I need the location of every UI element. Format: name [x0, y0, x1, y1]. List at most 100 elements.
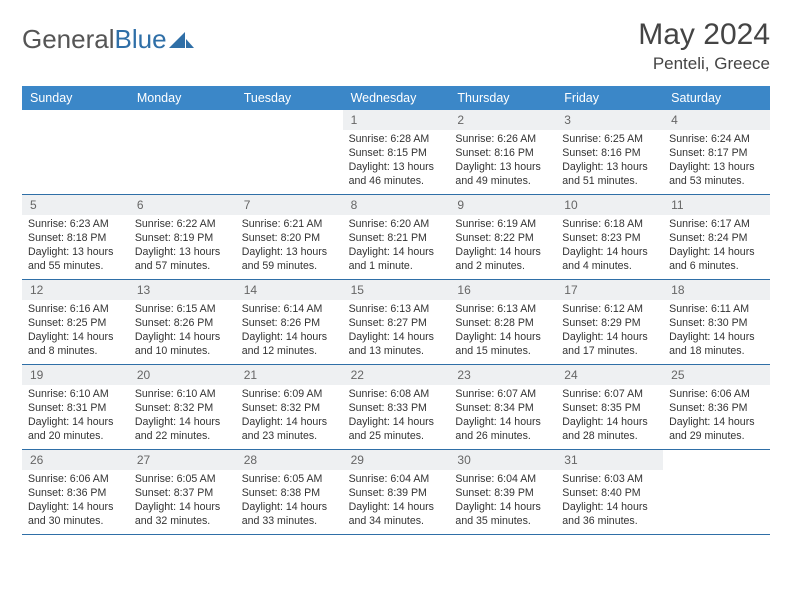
day-number: 12 — [22, 280, 129, 300]
daylight-text: Daylight: 14 hours and 34 minutes. — [349, 501, 444, 529]
sunrise-text: Sunrise: 6:26 AM — [455, 133, 550, 147]
day-info: Sunrise: 6:07 AMSunset: 8:35 PMDaylight:… — [556, 385, 663, 449]
daylight-text: Daylight: 14 hours and 35 minutes. — [455, 501, 550, 529]
day-cell: 21Sunrise: 6:09 AMSunset: 8:32 PMDayligh… — [236, 365, 343, 449]
sunrise-text: Sunrise: 6:13 AM — [455, 303, 550, 317]
sunrise-text: Sunrise: 6:07 AM — [455, 388, 550, 402]
daylight-text: Daylight: 14 hours and 29 minutes. — [669, 416, 764, 444]
day-number: 25 — [663, 365, 770, 385]
day-info: Sunrise: 6:25 AMSunset: 8:16 PMDaylight:… — [556, 130, 663, 194]
day-cell: 17Sunrise: 6:12 AMSunset: 8:29 PMDayligh… — [556, 280, 663, 364]
daylight-text: Daylight: 14 hours and 17 minutes. — [562, 331, 657, 359]
daylight-text: Daylight: 14 hours and 33 minutes. — [242, 501, 337, 529]
day-cell — [22, 110, 129, 194]
daylight-text: Daylight: 14 hours and 4 minutes. — [562, 246, 657, 274]
location-label: Penteli, Greece — [638, 54, 770, 74]
day-number: 22 — [343, 365, 450, 385]
day-number: 8 — [343, 195, 450, 215]
week-row: 26Sunrise: 6:06 AMSunset: 8:36 PMDayligh… — [22, 450, 770, 535]
day-number: 1 — [343, 110, 450, 130]
sunrise-text: Sunrise: 6:03 AM — [562, 473, 657, 487]
daylight-text: Daylight: 14 hours and 22 minutes. — [135, 416, 230, 444]
day-info: Sunrise: 6:14 AMSunset: 8:26 PMDaylight:… — [236, 300, 343, 364]
day-cell: 15Sunrise: 6:13 AMSunset: 8:27 PMDayligh… — [343, 280, 450, 364]
daylight-text: Daylight: 13 hours and 49 minutes. — [455, 161, 550, 189]
week-row: 12Sunrise: 6:16 AMSunset: 8:25 PMDayligh… — [22, 280, 770, 365]
day-number: 18 — [663, 280, 770, 300]
sunrise-text: Sunrise: 6:24 AM — [669, 133, 764, 147]
sunrise-text: Sunrise: 6:17 AM — [669, 218, 764, 232]
sunrise-text: Sunrise: 6:06 AM — [28, 473, 123, 487]
day-cell: 4Sunrise: 6:24 AMSunset: 8:17 PMDaylight… — [663, 110, 770, 194]
sunrise-text: Sunrise: 6:10 AM — [135, 388, 230, 402]
day-info: Sunrise: 6:05 AMSunset: 8:38 PMDaylight:… — [236, 470, 343, 534]
sunrise-text: Sunrise: 6:20 AM — [349, 218, 444, 232]
daylight-text: Daylight: 13 hours and 59 minutes. — [242, 246, 337, 274]
day-cell: 14Sunrise: 6:14 AMSunset: 8:26 PMDayligh… — [236, 280, 343, 364]
day-number: 17 — [556, 280, 663, 300]
daylight-text: Daylight: 14 hours and 25 minutes. — [349, 416, 444, 444]
sunrise-text: Sunrise: 6:10 AM — [28, 388, 123, 402]
day-cell: 11Sunrise: 6:17 AMSunset: 8:24 PMDayligh… — [663, 195, 770, 279]
day-number: 16 — [449, 280, 556, 300]
day-info: Sunrise: 6:18 AMSunset: 8:23 PMDaylight:… — [556, 215, 663, 279]
day-cell: 1Sunrise: 6:28 AMSunset: 8:15 PMDaylight… — [343, 110, 450, 194]
daylight-text: Daylight: 13 hours and 57 minutes. — [135, 246, 230, 274]
day-number: 30 — [449, 450, 556, 470]
weekday-thu: Thursday — [449, 86, 556, 110]
daylight-text: Daylight: 14 hours and 12 minutes. — [242, 331, 337, 359]
day-info: Sunrise: 6:08 AMSunset: 8:33 PMDaylight:… — [343, 385, 450, 449]
day-cell: 8Sunrise: 6:20 AMSunset: 8:21 PMDaylight… — [343, 195, 450, 279]
day-info: Sunrise: 6:15 AMSunset: 8:26 PMDaylight:… — [129, 300, 236, 364]
day-cell: 23Sunrise: 6:07 AMSunset: 8:34 PMDayligh… — [449, 365, 556, 449]
day-info: Sunrise: 6:28 AMSunset: 8:15 PMDaylight:… — [343, 130, 450, 194]
day-cell: 12Sunrise: 6:16 AMSunset: 8:25 PMDayligh… — [22, 280, 129, 364]
daylight-text: Daylight: 14 hours and 6 minutes. — [669, 246, 764, 274]
daylight-text: Daylight: 14 hours and 10 minutes. — [135, 331, 230, 359]
sunrise-text: Sunrise: 6:15 AM — [135, 303, 230, 317]
day-cell: 18Sunrise: 6:11 AMSunset: 8:30 PMDayligh… — [663, 280, 770, 364]
day-info: Sunrise: 6:10 AMSunset: 8:32 PMDaylight:… — [129, 385, 236, 449]
sunset-text: Sunset: 8:26 PM — [242, 317, 337, 331]
sunrise-text: Sunrise: 6:22 AM — [135, 218, 230, 232]
sunrise-text: Sunrise: 6:28 AM — [349, 133, 444, 147]
sunset-text: Sunset: 8:17 PM — [669, 147, 764, 161]
sunset-text: Sunset: 8:23 PM — [562, 232, 657, 246]
sunrise-text: Sunrise: 6:04 AM — [455, 473, 550, 487]
day-number: 15 — [343, 280, 450, 300]
weekday-sun: Sunday — [22, 86, 129, 110]
day-cell: 7Sunrise: 6:21 AMSunset: 8:20 PMDaylight… — [236, 195, 343, 279]
week-row: 1Sunrise: 6:28 AMSunset: 8:15 PMDaylight… — [22, 110, 770, 195]
day-number: 26 — [22, 450, 129, 470]
day-cell: 31Sunrise: 6:03 AMSunset: 8:40 PMDayligh… — [556, 450, 663, 534]
day-number: 24 — [556, 365, 663, 385]
sunset-text: Sunset: 8:31 PM — [28, 402, 123, 416]
sunset-text: Sunset: 8:15 PM — [349, 147, 444, 161]
sunset-text: Sunset: 8:35 PM — [562, 402, 657, 416]
day-number: 28 — [236, 450, 343, 470]
sunrise-text: Sunrise: 6:18 AM — [562, 218, 657, 232]
daylight-text: Daylight: 13 hours and 55 minutes. — [28, 246, 123, 274]
day-info: Sunrise: 6:19 AMSunset: 8:22 PMDaylight:… — [449, 215, 556, 279]
day-info: Sunrise: 6:06 AMSunset: 8:36 PMDaylight:… — [663, 385, 770, 449]
day-cell: 13Sunrise: 6:15 AMSunset: 8:26 PMDayligh… — [129, 280, 236, 364]
day-cell: 2Sunrise: 6:26 AMSunset: 8:16 PMDaylight… — [449, 110, 556, 194]
sunset-text: Sunset: 8:16 PM — [455, 147, 550, 161]
day-cell: 22Sunrise: 6:08 AMSunset: 8:33 PMDayligh… — [343, 365, 450, 449]
daylight-text: Daylight: 14 hours and 26 minutes. — [455, 416, 550, 444]
day-info: Sunrise: 6:10 AMSunset: 8:31 PMDaylight:… — [22, 385, 129, 449]
sunset-text: Sunset: 8:20 PM — [242, 232, 337, 246]
sunset-text: Sunset: 8:27 PM — [349, 317, 444, 331]
daylight-text: Daylight: 14 hours and 36 minutes. — [562, 501, 657, 529]
weekday-sat: Saturday — [663, 86, 770, 110]
sunrise-text: Sunrise: 6:05 AM — [242, 473, 337, 487]
sunrise-text: Sunrise: 6:25 AM — [562, 133, 657, 147]
day-number: 7 — [236, 195, 343, 215]
day-info: Sunrise: 6:20 AMSunset: 8:21 PMDaylight:… — [343, 215, 450, 279]
week-row: 19Sunrise: 6:10 AMSunset: 8:31 PMDayligh… — [22, 365, 770, 450]
day-number: 10 — [556, 195, 663, 215]
day-info: Sunrise: 6:23 AMSunset: 8:18 PMDaylight:… — [22, 215, 129, 279]
month-title: May 2024 — [638, 18, 770, 52]
day-number: 14 — [236, 280, 343, 300]
sunset-text: Sunset: 8:32 PM — [135, 402, 230, 416]
